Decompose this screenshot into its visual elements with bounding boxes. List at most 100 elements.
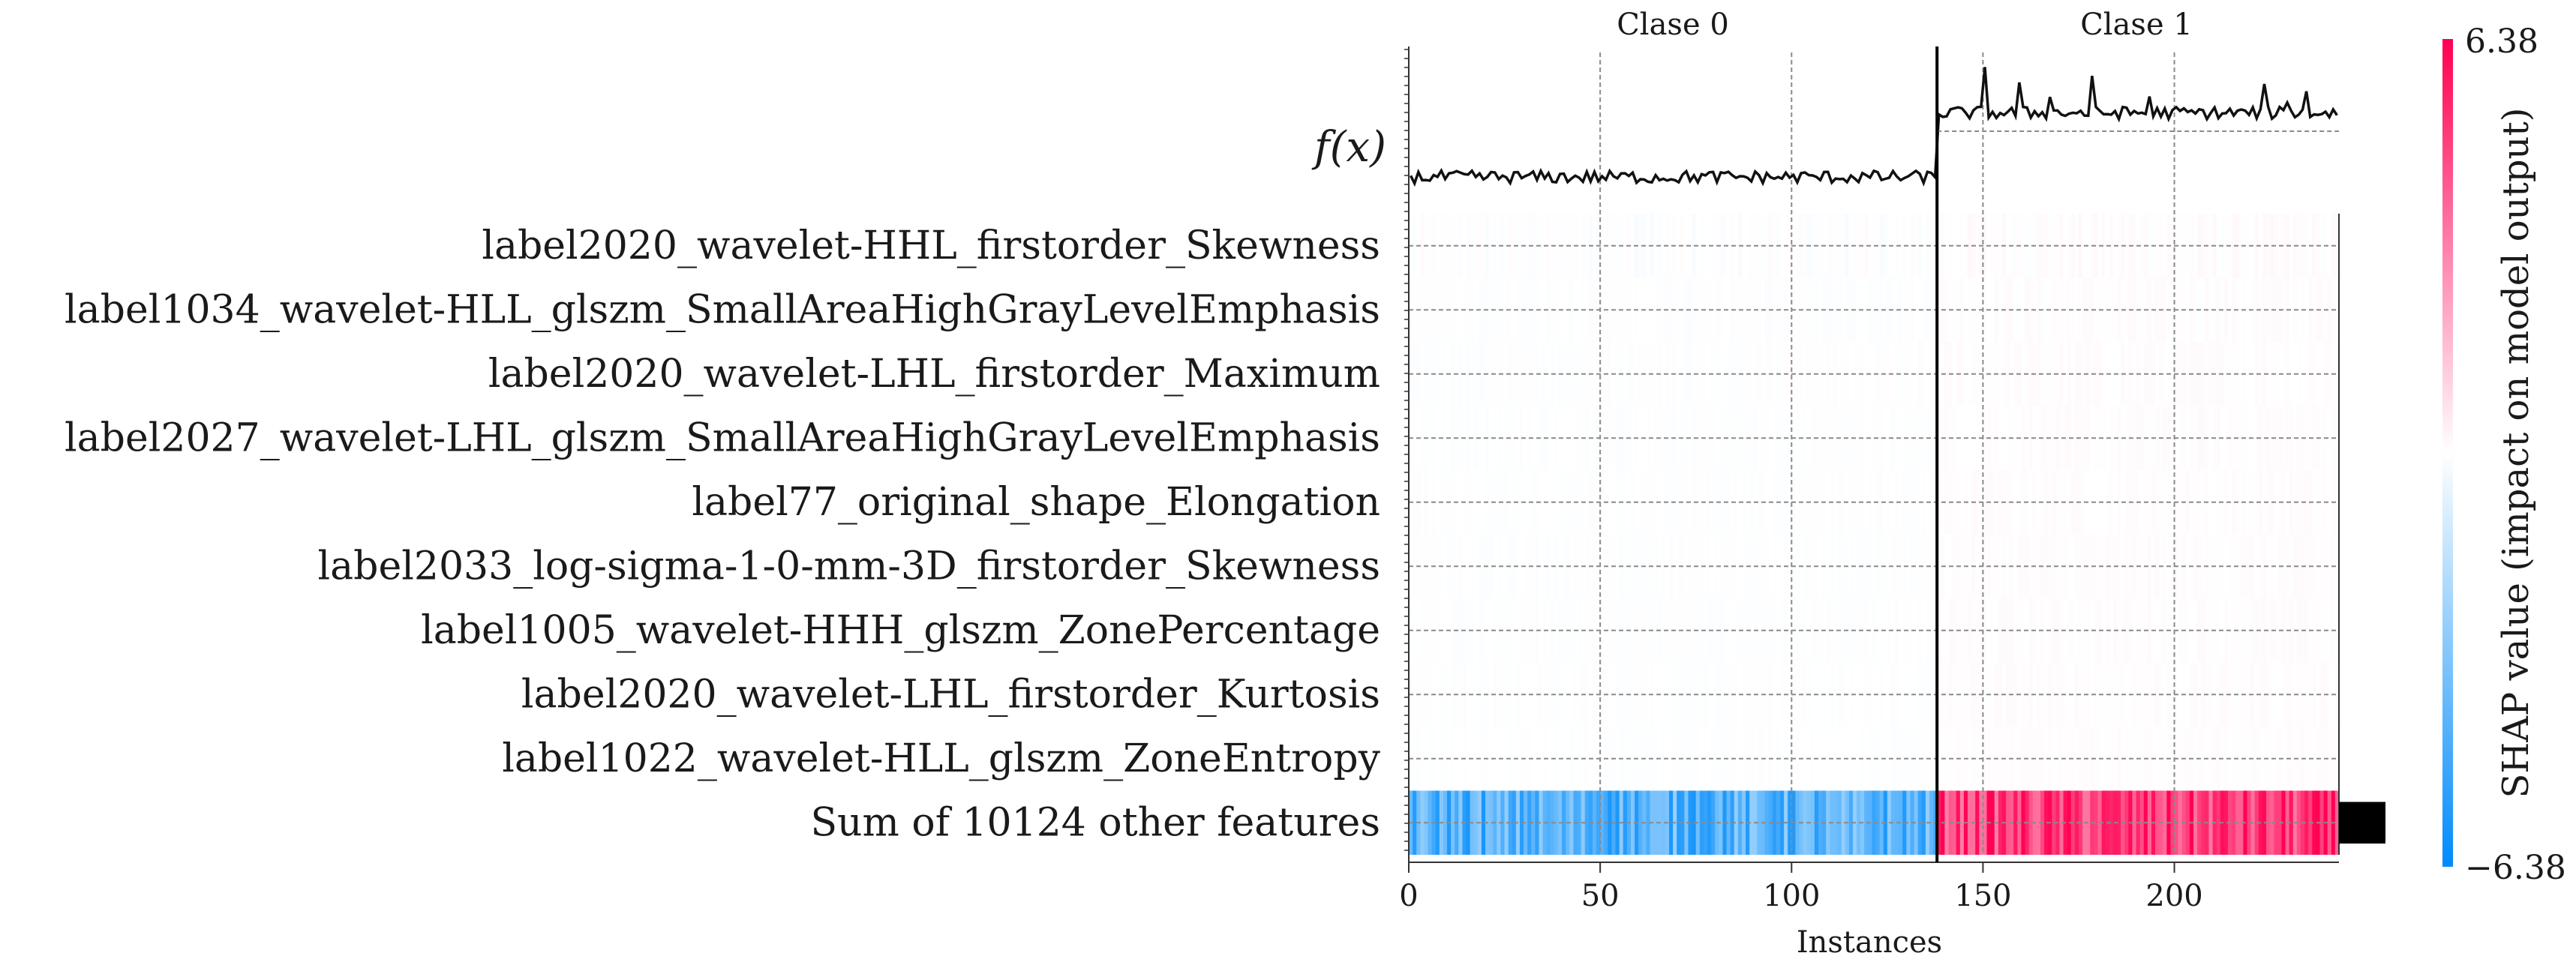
heatmap-cell bbox=[2163, 534, 2167, 598]
heatmap-cell bbox=[1600, 470, 1605, 535]
heatmap-cell bbox=[2086, 727, 2091, 791]
heatmap-cell bbox=[2312, 470, 2316, 535]
heatmap-cell bbox=[1669, 662, 1674, 727]
heatmap-cell bbox=[1734, 214, 1739, 278]
heatmap-cell bbox=[1779, 790, 1785, 855]
heatmap-cell bbox=[1592, 534, 1597, 598]
heatmap-cell bbox=[1764, 277, 1770, 342]
heatmap-cell bbox=[2109, 214, 2114, 278]
heatmap-cell bbox=[1741, 470, 1746, 535]
heatmap-cell bbox=[1608, 277, 1613, 342]
heatmap-cell bbox=[1975, 598, 1980, 663]
heatmap-cell bbox=[1734, 277, 1739, 342]
heatmap-cell bbox=[1630, 598, 1635, 663]
heatmap-cell bbox=[1458, 790, 1464, 855]
heatmap-cell bbox=[2013, 727, 2018, 791]
heatmap-cell bbox=[1899, 342, 1903, 406]
heatmap-cell bbox=[1726, 277, 1731, 342]
heatmap-cell bbox=[1772, 662, 1777, 727]
heatmap-cell bbox=[1592, 342, 1597, 406]
x-tick-label: 200 bbox=[2145, 879, 2202, 913]
fx-line bbox=[1410, 67, 2338, 187]
heatmap-cell bbox=[2013, 790, 2018, 855]
heatmap-cell bbox=[1428, 406, 1433, 470]
heatmap-cell bbox=[2094, 662, 2099, 727]
heatmap-cell bbox=[2289, 598, 2294, 663]
heatmap-cell bbox=[2274, 277, 2278, 342]
heatmap-cell bbox=[1741, 342, 1746, 406]
heatmap-cell bbox=[1719, 598, 1724, 663]
heatmap-cell bbox=[2296, 598, 2301, 663]
heatmap-cell bbox=[1848, 598, 1854, 663]
heatmap-cell bbox=[2117, 470, 2121, 535]
heatmap-cell bbox=[1554, 727, 1559, 791]
heatmap-cell bbox=[2185, 470, 2190, 535]
heatmap-cell bbox=[1734, 790, 1739, 855]
heatmap-cell bbox=[2124, 534, 2129, 598]
heatmap-cell bbox=[2139, 214, 2145, 278]
heatmap-cell bbox=[2117, 214, 2121, 278]
heatmap-cell bbox=[2319, 790, 2325, 855]
heatmap-cell bbox=[1795, 662, 1800, 727]
heatmap-cell bbox=[1841, 727, 1846, 791]
heatmap-cell bbox=[2109, 727, 2114, 791]
heatmap-cell bbox=[1921, 727, 1926, 791]
heatmap-cell bbox=[2208, 727, 2214, 791]
heatmap-cell bbox=[1818, 277, 1823, 342]
heatmap-cell bbox=[1795, 214, 1800, 278]
heatmap-cell bbox=[1857, 342, 1861, 406]
heatmap-cell bbox=[1990, 342, 1995, 406]
heatmap-cell bbox=[2223, 727, 2229, 791]
heatmap-cell bbox=[1443, 342, 1448, 406]
heatmap-cell bbox=[1788, 406, 1792, 470]
heatmap-cell bbox=[2232, 790, 2236, 855]
heatmap-cell bbox=[1998, 277, 2003, 342]
heatmap-cell bbox=[2274, 727, 2278, 791]
heatmap-cell bbox=[1983, 277, 1988, 342]
heatmap-cell bbox=[2132, 662, 2137, 727]
heatmap-cell bbox=[1826, 214, 1830, 278]
heatmap-cell bbox=[2170, 277, 2175, 342]
heatmap-cell bbox=[1833, 790, 1839, 855]
heatmap-cell bbox=[1661, 598, 1666, 663]
heatmap-cell bbox=[1481, 598, 1486, 663]
heatmap-cell bbox=[1795, 727, 1800, 791]
heatmap-cell bbox=[1906, 727, 1911, 791]
heatmap-cell bbox=[1833, 598, 1839, 663]
heatmap-cell bbox=[1826, 598, 1830, 663]
x-tick-labels: 0 50 100 150 200 bbox=[1399, 879, 2202, 913]
heatmap-cell bbox=[2013, 406, 2018, 470]
heatmap-cell bbox=[2232, 406, 2236, 470]
heatmap-cell bbox=[2006, 406, 2010, 470]
heatmap-cell bbox=[1584, 598, 1590, 663]
heatmap-cell bbox=[1646, 277, 1651, 342]
heatmap-cell bbox=[1757, 406, 1762, 470]
heatmap-cell bbox=[2319, 534, 2325, 598]
heatmap-cell bbox=[1413, 342, 1417, 406]
heatmap-cell bbox=[1803, 790, 1808, 855]
heatmap-cell bbox=[1975, 470, 1980, 535]
heatmap-cell bbox=[2232, 598, 2236, 663]
heatmap-cell bbox=[1420, 598, 1425, 663]
heatmap-cell bbox=[2124, 406, 2129, 470]
heatmap-cell bbox=[2232, 470, 2236, 535]
heatmap-cell bbox=[2117, 342, 2121, 406]
heatmap-cell bbox=[1623, 470, 1628, 535]
feature-label: label77_original_shape_Elongation bbox=[692, 480, 1380, 525]
heatmap-cell bbox=[1803, 598, 1808, 663]
heatmap-cell bbox=[1562, 406, 1566, 470]
heatmap-cell bbox=[1562, 727, 1566, 791]
heatmap-cell bbox=[1623, 214, 1628, 278]
heatmap-cell bbox=[1826, 534, 1830, 598]
heatmap-cell bbox=[1443, 534, 1448, 598]
heatmap-cell bbox=[1608, 598, 1613, 663]
heatmap-cell bbox=[1929, 342, 1934, 406]
heatmap-cell bbox=[1921, 790, 1926, 855]
heatmap-cell bbox=[1466, 662, 1471, 727]
heatmap-cell bbox=[1990, 598, 1995, 663]
heatmap-cell bbox=[1929, 598, 1934, 663]
heatmap-cell bbox=[1929, 406, 1934, 470]
heatmap-cell bbox=[1630, 662, 1635, 727]
heatmap-cell bbox=[2312, 534, 2316, 598]
